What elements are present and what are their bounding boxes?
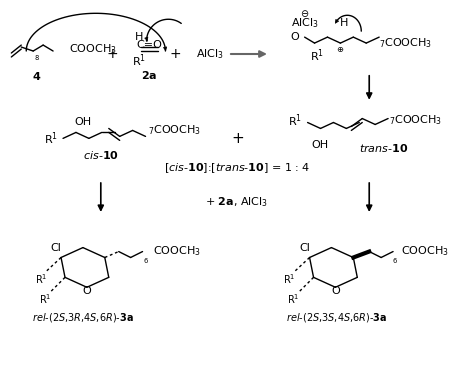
Text: $\it{cis}$-$\mathbf{10}$: $\it{cis}$-$\mathbf{10}$ xyxy=(83,149,119,161)
Text: R$^1$: R$^1$ xyxy=(39,292,51,306)
Text: R$^1$: R$^1$ xyxy=(44,130,58,147)
Text: H: H xyxy=(340,18,348,28)
Text: +: + xyxy=(170,47,181,61)
Text: Cl: Cl xyxy=(299,242,310,253)
Text: $_8$: $_8$ xyxy=(34,53,40,63)
Text: $\it{trans}$-$\mathbf{10}$: $\it{trans}$-$\mathbf{10}$ xyxy=(359,142,409,154)
Text: O: O xyxy=(331,286,340,296)
Text: $_7$COOCH$_3$: $_7$COOCH$_3$ xyxy=(147,124,201,137)
Text: $\it{rel}$-(2$S$,3$R$,4$S$,6$R$)-$\mathbf{3a}$: $\it{rel}$-(2$S$,3$R$,4$S$,6$R$)-$\mathb… xyxy=(32,310,134,323)
Text: $\oplus$: $\oplus$ xyxy=(336,44,345,54)
Text: OH: OH xyxy=(311,140,328,150)
Text: + $\mathbf{2a}$, AlCl$_3$: + $\mathbf{2a}$, AlCl$_3$ xyxy=(205,195,269,209)
Text: +: + xyxy=(232,131,245,146)
Text: O: O xyxy=(82,286,91,296)
Text: $\mathbf{2a}$: $\mathbf{2a}$ xyxy=(141,69,158,81)
Text: +: + xyxy=(107,47,118,61)
Text: $\mathbf{4}$: $\mathbf{4}$ xyxy=(32,70,41,82)
Text: $_6$: $_6$ xyxy=(143,256,148,266)
Text: $\ominus$: $\ominus$ xyxy=(300,8,309,19)
Text: C=O: C=O xyxy=(137,40,163,50)
Text: R$^1$: R$^1$ xyxy=(132,53,146,69)
Text: $\it{rel}$-(2$S$,3$S$,4$S$,6$R$)-$\mathbf{3a}$: $\it{rel}$-(2$S$,3$S$,4$S$,6$R$)-$\mathb… xyxy=(286,310,387,323)
Text: Cl: Cl xyxy=(51,242,62,253)
Text: OH: OH xyxy=(74,117,91,128)
Text: COOCH$_3$: COOCH$_3$ xyxy=(401,245,449,258)
Text: COOCH$_3$: COOCH$_3$ xyxy=(154,245,201,258)
Text: R$^1$: R$^1$ xyxy=(288,112,301,129)
Text: O: O xyxy=(290,32,299,42)
Text: $_6$: $_6$ xyxy=(392,256,398,266)
Text: H: H xyxy=(135,32,143,42)
Text: AlCl$_3$: AlCl$_3$ xyxy=(291,16,319,30)
Text: $_7$COOCH$_3$: $_7$COOCH$_3$ xyxy=(389,114,442,127)
Text: R$^1$: R$^1$ xyxy=(283,272,296,286)
Text: R$^1$: R$^1$ xyxy=(35,272,47,286)
Text: $_7$COOCH$_3$: $_7$COOCH$_3$ xyxy=(379,36,432,50)
Text: COOCH$_3$: COOCH$_3$ xyxy=(69,42,117,56)
Text: R$^1$: R$^1$ xyxy=(287,292,300,306)
Text: AlCl$_3$: AlCl$_3$ xyxy=(196,47,224,61)
Text: R$^1$: R$^1$ xyxy=(310,48,325,64)
Text: [$\it{cis}$-$\mathbf{10}$]:[$\it{trans}$-$\mathbf{10}$] = 1 : 4: [$\it{cis}$-$\mathbf{10}$]:[$\it{trans}$… xyxy=(164,161,310,175)
